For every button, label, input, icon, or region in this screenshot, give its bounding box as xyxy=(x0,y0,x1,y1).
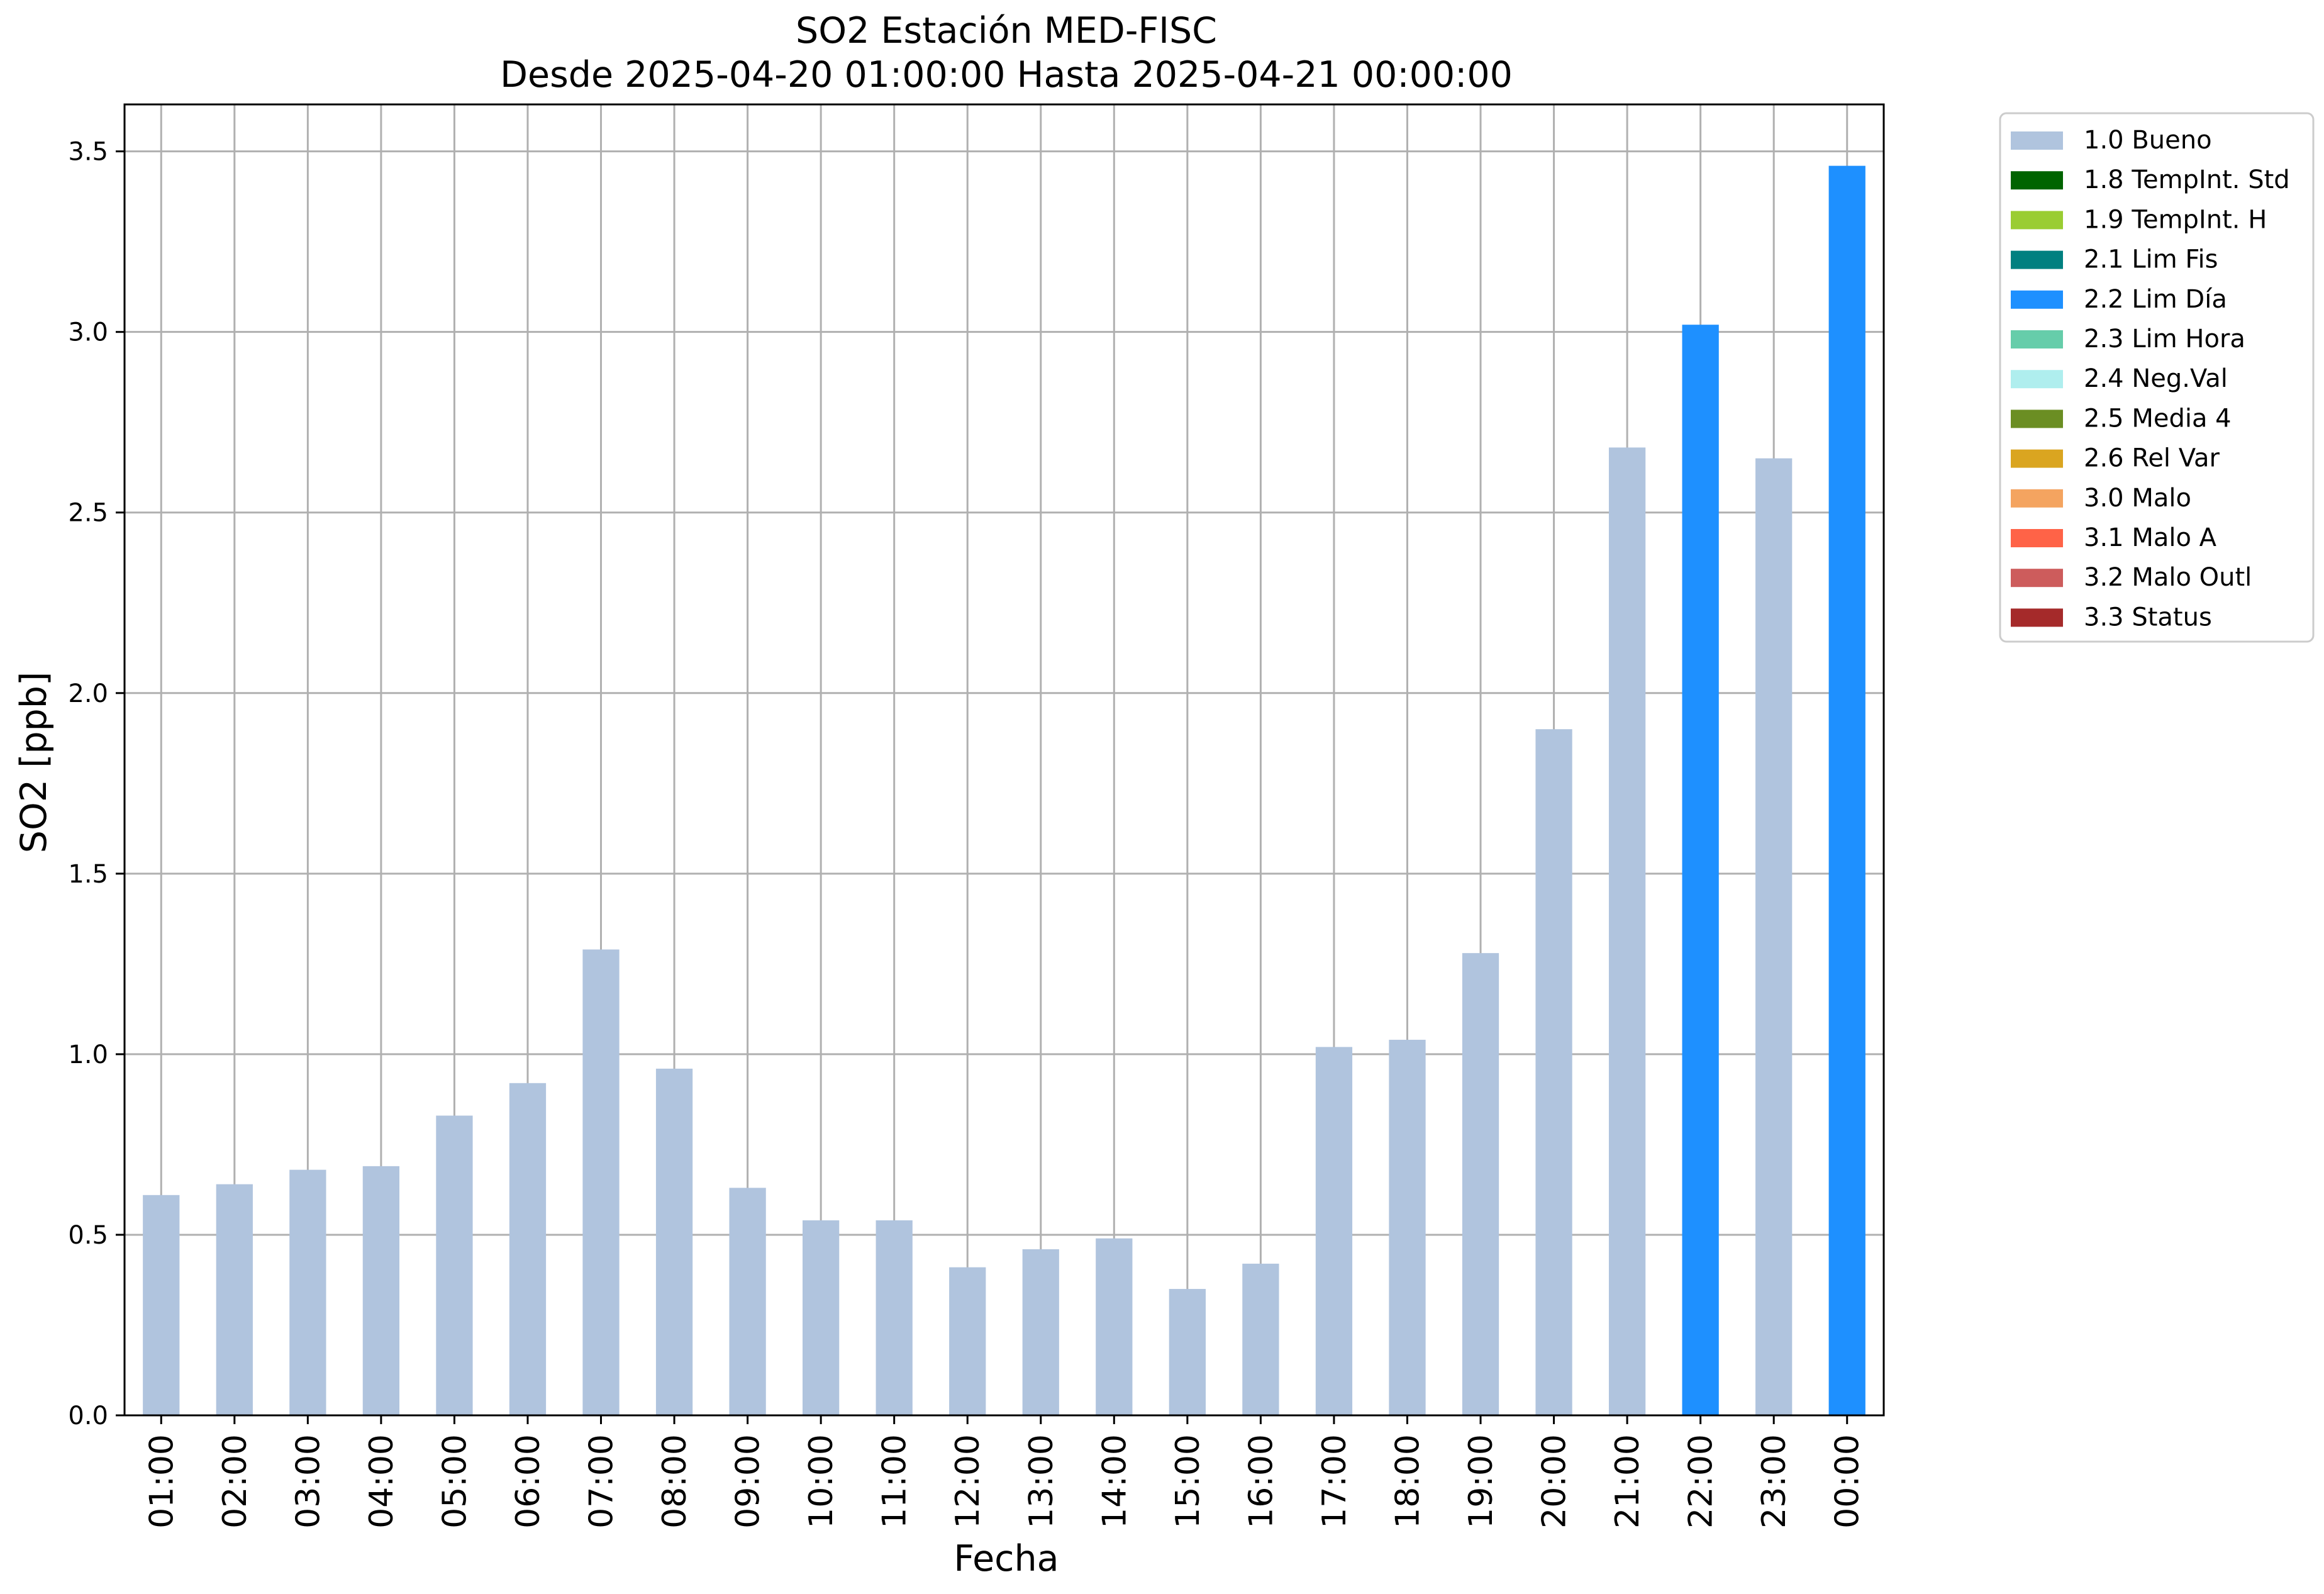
x-tick-label: 18:00 xyxy=(1389,1434,1426,1529)
bar xyxy=(876,1220,913,1415)
bar xyxy=(1755,458,1793,1416)
legend-swatch xyxy=(2011,330,2063,348)
bar xyxy=(655,1068,693,1415)
y-tick-label: 1.0 xyxy=(68,1040,108,1069)
legend: 1.0 Bueno 1.8 TempInt. Std 1.9 TempInt. H 2… xyxy=(1999,112,2315,643)
legend-swatch xyxy=(2011,171,2063,190)
legend-swatch xyxy=(2011,290,2063,309)
x-tick-label: 05:00 xyxy=(436,1434,474,1529)
axes: 0.0 0.5 1.0 1.5 2.0 2.5 3.0 3.5 01:00 02:00 03:00 0… xyxy=(68,138,1866,1529)
legend-swatch xyxy=(2011,370,2063,389)
bar xyxy=(1315,1047,1353,1415)
y-axis-label: SO2 [ppb] xyxy=(13,672,55,853)
legend-label: 2.5 Media 4 xyxy=(2084,404,2232,433)
legend-label: 1.8 TempInt. Std xyxy=(2084,165,2290,194)
chart-subtitle: Desde 2025-04-20 01:00:00 Hasta 2025-04-… xyxy=(500,54,1513,96)
bar xyxy=(1389,1039,1426,1415)
legend-swatch xyxy=(2011,449,2063,468)
bar xyxy=(1535,729,1572,1415)
x-tick-label: 04:00 xyxy=(363,1434,401,1529)
x-tick-label: 14:00 xyxy=(1096,1434,1133,1529)
y-tick-label: 3.0 xyxy=(68,318,108,347)
x-tick-label: 10:00 xyxy=(803,1434,840,1529)
y-tick-label: 2.0 xyxy=(68,679,108,708)
legend-label: 3.1 Malo A xyxy=(2084,523,2217,552)
legend-swatch xyxy=(2011,489,2063,508)
y-tick-label: 3.5 xyxy=(68,138,108,167)
legend-swatch xyxy=(2011,131,2063,150)
legend-label: 1.0 Bueno xyxy=(2084,126,2212,155)
legend-label: 2.3 Lim Hora xyxy=(2084,325,2245,354)
x-tick-label: 08:00 xyxy=(656,1434,694,1529)
bar xyxy=(1096,1238,1133,1415)
bar xyxy=(143,1195,180,1415)
legend-swatch xyxy=(2011,250,2063,269)
legend-label: 3.2 Malo Outl xyxy=(2084,563,2252,592)
bar xyxy=(509,1083,547,1415)
x-tick-label: 00:00 xyxy=(1829,1434,1867,1529)
x-tick-label: 16:00 xyxy=(1242,1434,1280,1529)
x-tick-label: 19:00 xyxy=(1462,1434,1500,1529)
x-tick-label: 07:00 xyxy=(583,1434,621,1529)
bar xyxy=(729,1188,766,1415)
y-tick-label: 2.5 xyxy=(68,499,108,528)
legend-label: 1.9 TempInt. H xyxy=(2084,205,2267,234)
bar xyxy=(1828,165,1865,1416)
legend-label: 2.4 Neg.Val xyxy=(2084,364,2228,393)
y-tick-label: 0.5 xyxy=(68,1221,108,1250)
x-tick-label: 20:00 xyxy=(1536,1434,1574,1529)
bar xyxy=(362,1166,400,1415)
bar xyxy=(949,1267,986,1415)
legend-swatch xyxy=(2011,529,2063,547)
x-tick-label: 12:00 xyxy=(949,1434,987,1529)
x-tick-label: 13:00 xyxy=(1023,1434,1060,1529)
bar xyxy=(1169,1289,1206,1415)
legend-label: 3.3 Status xyxy=(2084,603,2212,632)
legend-swatch xyxy=(2011,410,2063,428)
y-tick-label: 1.5 xyxy=(68,860,108,889)
x-tick-label: 06:00 xyxy=(509,1434,547,1529)
bar xyxy=(1022,1249,1059,1415)
legend-swatch xyxy=(2011,211,2063,230)
x-axis-label: Fecha xyxy=(954,1538,1059,1580)
bar xyxy=(436,1115,473,1415)
bar xyxy=(289,1169,326,1415)
bars xyxy=(143,165,1865,1416)
x-tick-label: 22:00 xyxy=(1682,1434,1720,1529)
chart-title: SO2 Estación MED-FISC xyxy=(796,10,1217,52)
x-tick-label: 03:00 xyxy=(289,1434,327,1529)
legend-label: 3.0 Malo xyxy=(2084,484,2191,513)
legend-label: 2.2 Lim Día xyxy=(2084,285,2227,314)
legend-swatch xyxy=(2011,608,2063,627)
legend-label: 2.1 Lim Fis xyxy=(2084,245,2218,274)
x-tick-label: 15:00 xyxy=(1169,1434,1207,1529)
x-tick-label: 17:00 xyxy=(1316,1434,1354,1529)
bar xyxy=(216,1184,253,1415)
bar xyxy=(582,949,620,1415)
x-tick-label: 11:00 xyxy=(876,1434,914,1529)
bar xyxy=(1462,953,1499,1415)
legend-label: 2.6 Rel Var xyxy=(2084,444,2220,473)
x-tick-label: 09:00 xyxy=(730,1434,767,1529)
x-tick-label: 21:00 xyxy=(1609,1434,1647,1529)
x-tick-label: 02:00 xyxy=(216,1434,254,1529)
bar xyxy=(1608,447,1646,1416)
x-tick-label: 01:00 xyxy=(143,1434,181,1529)
legend-swatch xyxy=(2011,569,2063,588)
x-tick-label: 23:00 xyxy=(1755,1434,1793,1529)
plot-frame xyxy=(123,103,1885,1417)
legend-frame xyxy=(1999,112,2315,643)
bar xyxy=(1682,325,1719,1415)
bar xyxy=(1242,1263,1279,1415)
y-tick-label: 0.0 xyxy=(68,1402,108,1430)
bar xyxy=(803,1220,840,1415)
